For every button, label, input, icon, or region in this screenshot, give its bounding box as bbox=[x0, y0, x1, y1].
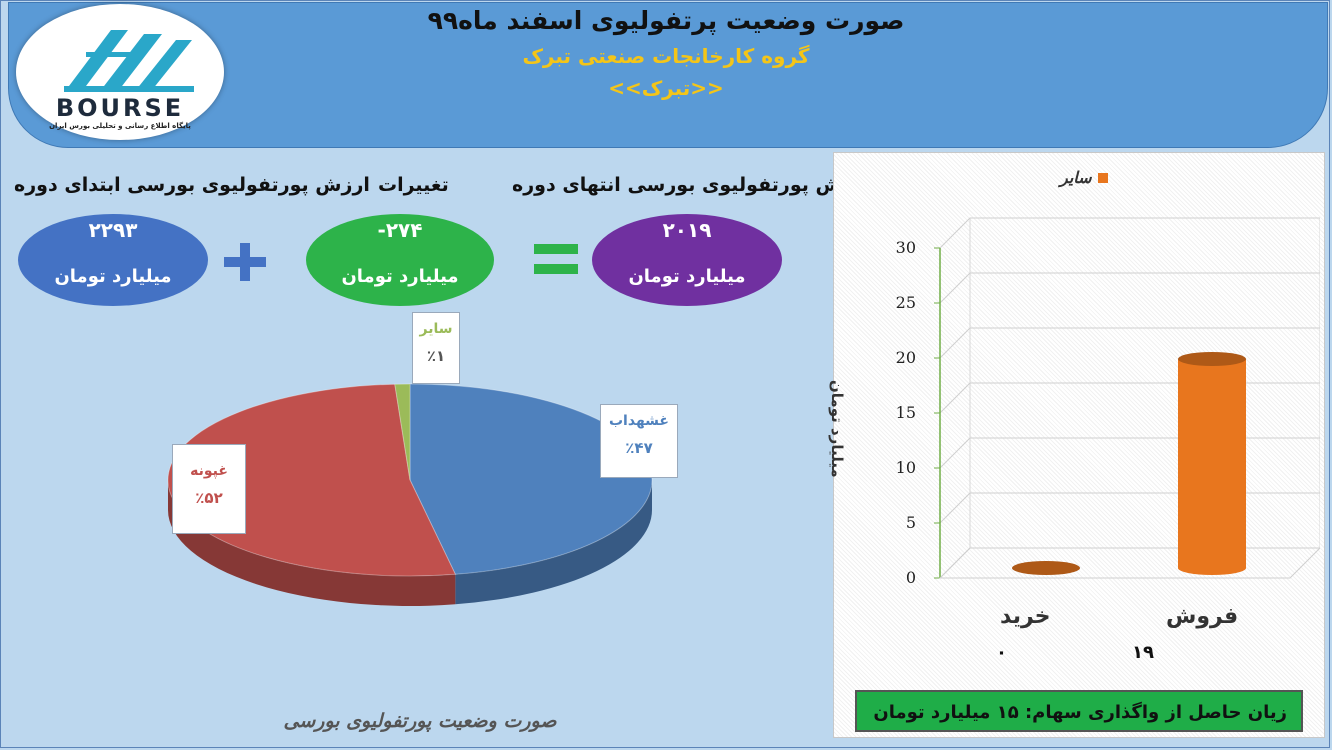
category-label-sell: فروش bbox=[1166, 604, 1239, 629]
change-unit: میلیارد تومان bbox=[341, 266, 459, 287]
y-tick-label: 0 bbox=[905, 568, 916, 587]
pie-label-other: سایر ٪۱ bbox=[412, 312, 460, 384]
legend-swatch bbox=[1097, 173, 1108, 183]
pie-slice-side bbox=[168, 480, 456, 606]
gridline-depth bbox=[939, 327, 971, 359]
gridline-depth bbox=[939, 492, 971, 524]
gridline-depth bbox=[939, 382, 971, 414]
category-label-buy: خرید bbox=[1000, 604, 1051, 629]
pie-label-name: غشهداب bbox=[608, 413, 669, 429]
pie-slice-side bbox=[455, 480, 652, 605]
bar-cylinder-1 bbox=[1178, 359, 1246, 575]
y-tick-label: 20 bbox=[895, 348, 916, 367]
start-value-bubble: ۲۲۹۳ میلیارد تومان bbox=[18, 214, 208, 306]
bourse-logo: BOURSE پایگاه اطلاع رسانی و تحلیلی بورس … bbox=[16, 4, 224, 140]
y-tick-label: 5 bbox=[905, 513, 916, 532]
start-unit: میلیارد تومان bbox=[54, 266, 172, 287]
pie-label-ghpoune: غپونه ٪۵۲ bbox=[172, 444, 246, 534]
pie-label-name: سایر bbox=[419, 321, 453, 337]
y-tick-label: 10 bbox=[895, 458, 916, 477]
bar-chart-ylabel: میلیارد تومان bbox=[828, 380, 846, 478]
gridline-depth bbox=[939, 272, 971, 304]
end-value: ۲۰۱۹ bbox=[662, 218, 712, 242]
bar-cylinder-top-0 bbox=[1012, 561, 1080, 575]
gridline-depth bbox=[939, 217, 971, 249]
header-banner bbox=[8, 2, 1328, 148]
loss-note: زیان حاصل از واگذاری سهام: ۱۵ میلیارد تو… bbox=[855, 690, 1303, 732]
change-bubble: -۲۷۴ میلیارد تومان bbox=[306, 214, 494, 306]
pie-label-percent: ٪۵۲ bbox=[195, 489, 223, 507]
pie-chart-title: صورت وضعیت پورتفولیوی بورسی bbox=[283, 710, 557, 732]
pie-slice-2 bbox=[394, 383, 411, 481]
pie-label-name: غپونه bbox=[190, 463, 228, 479]
floor bbox=[938, 547, 1320, 579]
value-label-sell: ۱۹ bbox=[1132, 642, 1154, 663]
end-value-heading: ارزش پورتفولیوی بورسی انتهای دوره bbox=[512, 174, 871, 196]
pie-label-percent: ٪۱ bbox=[426, 347, 446, 365]
logo-wordmark: BOURSE bbox=[55, 94, 185, 122]
bar-chart-legend: سایر bbox=[1060, 168, 1108, 187]
start-value: ۲۲۹۳ bbox=[88, 218, 138, 242]
legend-label: سایر bbox=[1060, 168, 1092, 187]
gridline-depth bbox=[939, 437, 971, 469]
bourse-logo-mark bbox=[64, 30, 194, 92]
bar-cylinder-top-1 bbox=[1178, 352, 1246, 366]
company-name: گروه کارخانجات صنعتی تبرک bbox=[522, 44, 810, 68]
start-value-heading: ارزش پورتفولیوی بورسی ابتدای دوره bbox=[14, 174, 370, 196]
page-title: صورت وضعیت پرتفولیوی اسفند ماه۹۹ bbox=[427, 6, 905, 35]
change-heading: تغییرات bbox=[378, 174, 449, 196]
pie-label-percent: ٪۴۷ bbox=[625, 439, 653, 457]
change-value: -۲۷۴ bbox=[377, 218, 423, 242]
end-value-bubble: ۲۰۱۹ میلیارد تومان bbox=[592, 214, 782, 306]
equals-icon bbox=[534, 242, 578, 280]
ticker-symbol: <<تبرک>> bbox=[608, 76, 724, 100]
y-tick-label: 25 bbox=[895, 293, 916, 312]
pie-label-ghshahdab: غشهداب ٪۴۷ bbox=[600, 404, 678, 478]
y-tick-label: 15 bbox=[895, 403, 916, 422]
value-label-buy: ۰ bbox=[996, 642, 1007, 663]
end-unit: میلیارد تومان bbox=[628, 266, 746, 287]
bar-chart-plot bbox=[934, 217, 1320, 579]
logo-caption: پایگاه اطلاع رسانی و تحلیلی بورس ایران bbox=[49, 122, 191, 130]
y-tick-label: 30 bbox=[895, 238, 916, 257]
plus-icon bbox=[224, 243, 266, 285]
